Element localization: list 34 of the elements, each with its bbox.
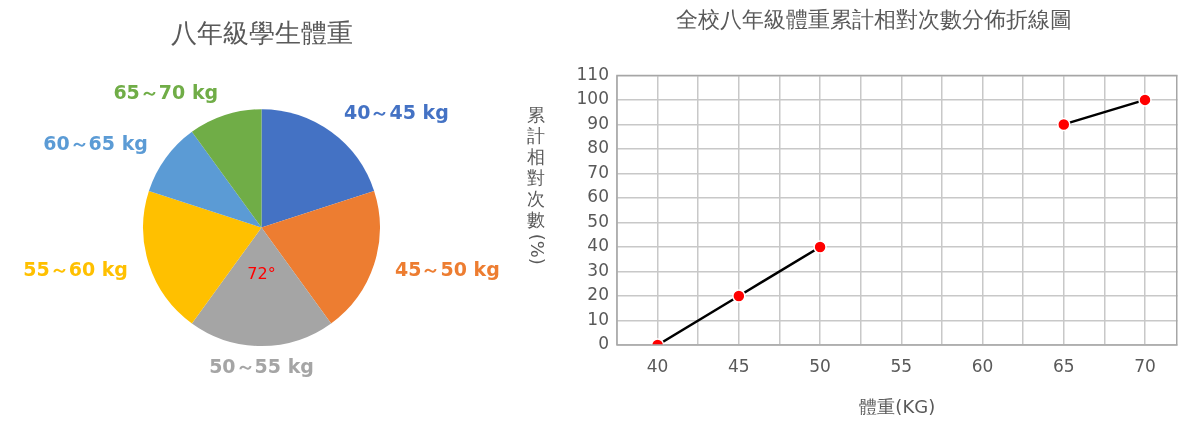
slice-label: 60～65 kg [43, 132, 148, 155]
text: 72° [247, 264, 276, 284]
slice-label: 45～50 kg [395, 257, 500, 280]
slice-label: 55～60 kg [23, 257, 128, 280]
x-tick-label: 65 [1052, 355, 1075, 376]
y-tick-label: 100 [576, 88, 609, 109]
x-tick-label: 40 [646, 355, 669, 376]
y-tick-label: 80 [587, 137, 609, 158]
x-tick-label: 45 [728, 355, 750, 376]
x-tick-label: 60 [971, 355, 994, 376]
y-tick-label: 110 [576, 63, 609, 84]
y-tick-label: 50 [587, 210, 609, 231]
y-tick-label: 70 [587, 161, 609, 182]
y-tick-label: 10 [587, 308, 609, 329]
point [1138, 93, 1152, 107]
chart-title: 全校八年級體重累計相對次數分佈折線圖 [675, 6, 1072, 32]
y-tick-label: 60 [587, 186, 609, 207]
x-tick-label: 55 [890, 355, 913, 376]
y-tick-label: 40 [587, 235, 609, 256]
point [732, 289, 746, 303]
point [1057, 117, 1071, 132]
y-tick-label: 90 [587, 112, 609, 133]
x-axis-title: 體重(KG) [859, 395, 936, 417]
slice-label: 50～55 kg [209, 354, 314, 377]
x-tick-label: 70 [1134, 355, 1156, 376]
y-tick-label: 30 [587, 259, 609, 280]
x-tick-label: 50 [809, 355, 831, 376]
point [813, 240, 827, 254]
chart-title: 八年級學生體重 [170, 18, 353, 49]
slice-label: 40～45 kg [344, 100, 449, 123]
text: 累計相對次數(%) [527, 103, 549, 265]
slice-label: 65～70 kg [113, 81, 219, 104]
y-tick-label: 0 [598, 333, 609, 354]
y-tick-label: 20 [587, 284, 609, 305]
